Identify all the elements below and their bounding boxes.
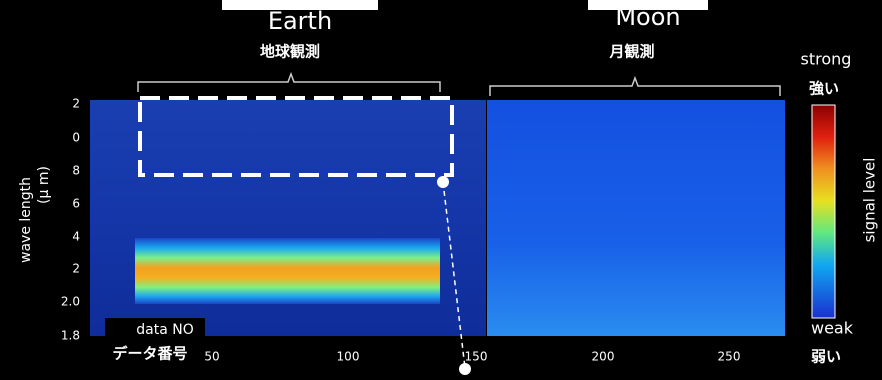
y-tick-label: 0 — [72, 131, 80, 145]
moon-title: Moon — [615, 3, 680, 31]
colorbar-top: strong — [801, 50, 852, 69]
colorbar-bottom-jp: 弱い — [811, 348, 841, 366]
earth-title: Earth — [268, 7, 332, 35]
colorbar — [811, 104, 836, 319]
brace — [137, 71, 441, 92]
x-label-bg — [105, 318, 205, 340]
moon-subtitle: 月観測 — [608, 43, 654, 61]
y-tick-label: 1.8 — [61, 329, 80, 343]
x-axis-label: data NO — [136, 322, 193, 338]
earth-band — [135, 238, 440, 304]
pointer-dot — [437, 176, 449, 188]
moon-spectrum — [487, 100, 785, 336]
brace — [489, 75, 781, 96]
colorbar-label: signal level — [861, 158, 879, 243]
y-tick-label: 2 — [72, 97, 80, 111]
pointer-line — [442, 181, 466, 369]
y-tick-label: 6 — [72, 197, 80, 211]
x-axis-label-jp: データ番号 — [112, 345, 187, 363]
y-axis-label: wave length — [18, 177, 34, 263]
y-tick-label: 2.0 — [61, 295, 80, 309]
x-tick-label: 100 — [337, 350, 360, 364]
pointer-dot — [459, 363, 471, 375]
title-strip — [588, 0, 708, 10]
x-tick-label: 50 — [204, 350, 219, 364]
colorbar-bottom: weak — [811, 319, 854, 338]
earth-subtitle: 地球観測 — [260, 43, 320, 61]
y-tick-label: 8 — [72, 164, 80, 178]
colorbar-top-jp: 強い — [809, 80, 839, 98]
y-tick-label: 4 — [72, 230, 80, 244]
highlight-box — [138, 96, 454, 177]
y-axis-unit: (μ m) — [36, 166, 52, 204]
x-tick-label: 150 — [465, 350, 488, 364]
title-strip — [222, 0, 378, 10]
x-tick-label: 200 — [592, 350, 615, 364]
x-tick-label: 250 — [718, 350, 741, 364]
y-tick-label: 2 — [72, 262, 80, 276]
